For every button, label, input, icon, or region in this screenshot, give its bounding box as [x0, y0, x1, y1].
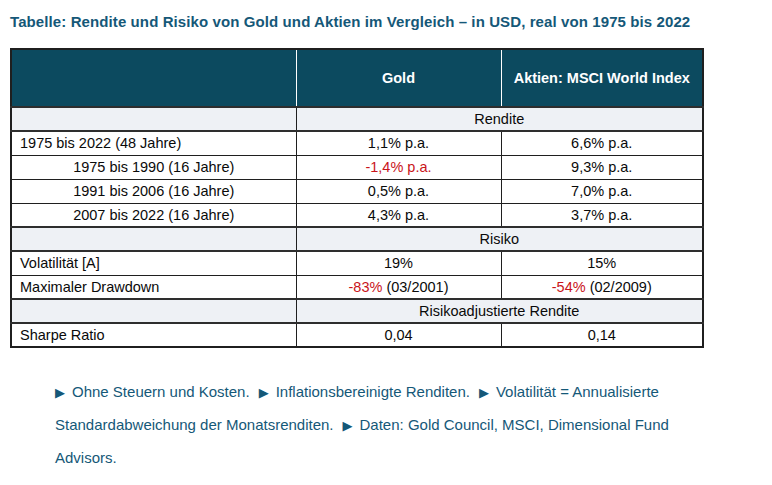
metric-label: Volatilität [A] — [11, 251, 296, 275]
table-row-1975-1990: 1975 bis 1990 (16 Jahre) -1,4% p.a. 9,3%… — [11, 155, 703, 179]
gold-value: 1,1% p.a. — [296, 131, 501, 155]
period-label: 1991 bis 2006 (16 Jahre) — [11, 179, 296, 203]
section-title-rendite: Rendite — [296, 107, 703, 131]
pointer-icon: ▶ — [343, 418, 353, 433]
page-title: Tabelle: Rendite und Risiko von Gold und… — [10, 8, 752, 35]
header-cell-aktien: Aktien: MSCI World Index — [501, 49, 703, 107]
aktien-drawdown-cell: -54% (02/2009) — [501, 275, 703, 299]
period-label: 1975 bis 1990 (16 Jahre) — [11, 155, 296, 179]
header-row: Gold Aktien: MSCI World Index — [11, 49, 703, 107]
aktien-value: 15% — [501, 251, 703, 275]
metric-label: Sharpe Ratio — [11, 323, 296, 347]
gold-value: 19% — [296, 251, 501, 275]
section-row-risikoadjustiert: Risikoadjustierte Rendite — [11, 299, 703, 323]
pointer-icon: ▶ — [55, 385, 65, 400]
header-cell-period — [11, 49, 296, 107]
aktien-value: 6,6% p.a. — [501, 131, 703, 155]
gold-value: 4,3% p.a. — [296, 203, 501, 227]
gold-vs-stocks-table: Gold Aktien: MSCI World Index Rendite 19… — [10, 48, 704, 348]
table-row-volatilitaet: Volatilität [A] 19% 15% — [11, 251, 703, 275]
gold-value: 0,5% p.a. — [296, 179, 501, 203]
page: Tabelle: Rendite und Risiko von Gold und… — [0, 8, 772, 485]
metric-label: Maximaler Drawdown — [11, 275, 296, 299]
table-header: Gold Aktien: MSCI World Index — [11, 49, 703, 107]
table-row-sharpe: Sharpe Ratio 0,04 0,14 — [11, 323, 703, 347]
period-label: 1975 bis 2022 (48 Jahre) — [11, 131, 296, 155]
aktien-value: 0,14 — [501, 323, 703, 347]
gold-value-negative: -1,4% p.a. — [296, 155, 501, 179]
gold-value: 0,04 — [296, 323, 501, 347]
footnote-item-inflation: Inflationsbereinigte Renditen. — [276, 383, 470, 400]
table-row-1975-2022: 1975 bis 2022 (48 Jahre) 1,1% p.a. 6,6% … — [11, 131, 703, 155]
section-title-risikoadjustiert: Risikoadjustierte Rendite — [296, 299, 703, 323]
section-row-risiko: Risiko — [11, 227, 703, 251]
section-title-risiko: Risiko — [296, 227, 703, 251]
footnote-item-steuern: Ohne Steuern und Kosten. — [72, 383, 250, 400]
pointer-icon: ▶ — [479, 385, 489, 400]
drawdown-value: -54% — [552, 279, 586, 295]
section-empty-cell — [11, 299, 296, 323]
drawdown-date: (03/2001) — [382, 279, 448, 295]
table-body: Rendite 1975 bis 2022 (48 Jahre) 1,1% p.… — [11, 107, 703, 347]
gold-drawdown-cell: -83% (03/2001) — [296, 275, 501, 299]
drawdown-value: -83% — [349, 279, 383, 295]
table-row-1991-2006: 1991 bis 2006 (16 Jahre) 0,5% p.a. 7,0% … — [11, 179, 703, 203]
table-row-drawdown: Maximaler Drawdown -83% (03/2001) -54% (… — [11, 275, 703, 299]
footnote: ▶ Ohne Steuern und Kosten. ▶ Inflationsbere… — [55, 376, 710, 474]
section-empty-cell — [11, 107, 296, 131]
period-label: 2007 bis 2022 (16 Jahre) — [11, 203, 296, 227]
section-empty-cell — [11, 227, 296, 251]
header-cell-gold: Gold — [296, 49, 501, 107]
aktien-value: 7,0% p.a. — [501, 179, 703, 203]
drawdown-date: (02/2009) — [586, 279, 652, 295]
pointer-icon: ▶ — [259, 385, 269, 400]
section-row-rendite: Rendite — [11, 107, 703, 131]
aktien-value: 3,7% p.a. — [501, 203, 703, 227]
table-row-2007-2022: 2007 bis 2022 (16 Jahre) 4,3% p.a. 3,7% … — [11, 203, 703, 227]
aktien-value: 9,3% p.a. — [501, 155, 703, 179]
